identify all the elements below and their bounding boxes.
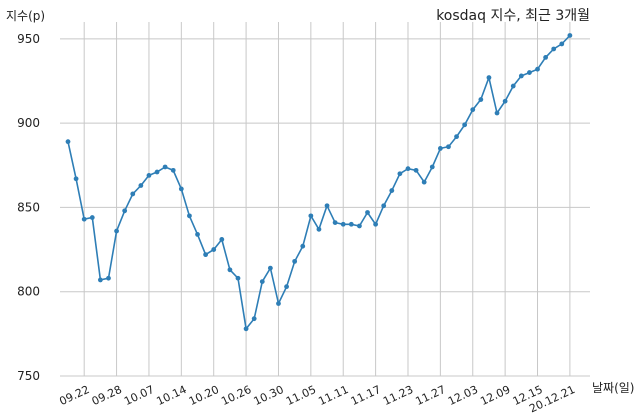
x-tick-label: 11.11	[316, 383, 350, 408]
x-tick-labels: 09.2209.2810.0710.1410.2010.2610.3011.05…	[57, 383, 577, 415]
data-point	[527, 70, 532, 75]
y-tick-labels: 750 800 850 900 950	[17, 32, 40, 383]
data-point	[73, 176, 79, 182]
data-point	[494, 110, 500, 116]
data-point	[518, 73, 524, 79]
data-point	[154, 169, 160, 175]
data-point	[470, 107, 476, 113]
data-point	[535, 66, 540, 72]
x-tick-label: 09.22	[57, 383, 91, 408]
data-point	[114, 228, 119, 234]
data-point	[211, 247, 217, 252]
data-point	[348, 221, 354, 227]
data-point	[187, 213, 192, 219]
data-point	[478, 97, 484, 102]
data-point	[462, 122, 468, 128]
data-point	[97, 277, 103, 283]
y-tick-label: 950	[17, 32, 40, 46]
data-point	[437, 146, 443, 151]
data-point	[243, 326, 249, 332]
data-point	[405, 166, 411, 172]
x-tick-label: 10.14	[155, 383, 189, 408]
y-tick-label: 750	[17, 369, 40, 383]
data-point	[510, 83, 516, 89]
data-point	[332, 220, 338, 226]
data-point	[178, 186, 184, 192]
data-point	[308, 213, 314, 219]
data-point	[373, 221, 379, 227]
data-point	[259, 279, 265, 284]
data-point	[559, 41, 565, 47]
data-point	[365, 210, 370, 215]
data-point	[429, 164, 435, 170]
x-tick-label: 10.26	[219, 383, 253, 408]
data-point	[106, 275, 111, 281]
data-point	[397, 171, 403, 177]
data-point	[267, 265, 273, 271]
data-point	[251, 316, 257, 322]
y-tick-label: 800	[17, 285, 40, 299]
data-point	[292, 258, 298, 264]
data-point	[284, 284, 289, 290]
x-tick-label: 12.09	[478, 383, 512, 408]
data-point	[454, 134, 459, 140]
y-axis-label: 지수(p)	[6, 9, 45, 23]
data-point	[65, 139, 71, 145]
data-point	[227, 267, 233, 273]
data-point	[340, 221, 346, 227]
data-point	[421, 179, 427, 185]
data-point	[130, 191, 136, 197]
data-point	[389, 188, 395, 193]
x-tick-label: 10.07	[122, 383, 156, 408]
x-axis-label: 날짜(일)	[592, 381, 634, 395]
y-tick-label: 850	[17, 200, 40, 214]
data-point	[316, 226, 322, 232]
data-point	[219, 237, 225, 242]
data-point	[543, 55, 549, 60]
data-point	[138, 183, 144, 188]
chart-title: kosdaq 지수, 최근 3개월	[436, 8, 590, 24]
data-point	[162, 164, 168, 170]
data-point	[381, 203, 387, 209]
x-tick-label: 10.30	[252, 383, 286, 408]
data-point	[276, 301, 281, 306]
data-point	[413, 167, 419, 173]
series-line	[67, 34, 571, 331]
data-point	[446, 144, 451, 150]
data-point	[235, 275, 241, 281]
data-point	[195, 232, 200, 237]
y-tick-label: 900	[17, 116, 40, 130]
data-point	[170, 167, 176, 173]
x-tick-label: 11.27	[414, 383, 448, 408]
x-tick-label: 10.20	[187, 383, 221, 408]
data-point	[357, 223, 362, 229]
grid-lines	[60, 22, 590, 377]
x-tick-label: 11.23	[381, 383, 415, 408]
data-point	[486, 75, 492, 81]
data-point	[203, 252, 209, 258]
data-point	[567, 33, 573, 38]
x-tick-label: 12.03	[446, 383, 480, 408]
data-point	[81, 216, 87, 222]
data-point	[300, 243, 306, 249]
data-point	[89, 215, 95, 220]
x-tick-label: 11.17	[349, 383, 383, 408]
data-point	[122, 208, 128, 214]
data-point	[551, 46, 557, 52]
data-point	[502, 98, 508, 104]
data-point	[146, 173, 152, 178]
data-point	[324, 203, 330, 209]
data-points	[65, 33, 573, 332]
x-tick-label: 09.28	[90, 383, 124, 408]
x-tick-label: 11.05	[284, 383, 318, 408]
